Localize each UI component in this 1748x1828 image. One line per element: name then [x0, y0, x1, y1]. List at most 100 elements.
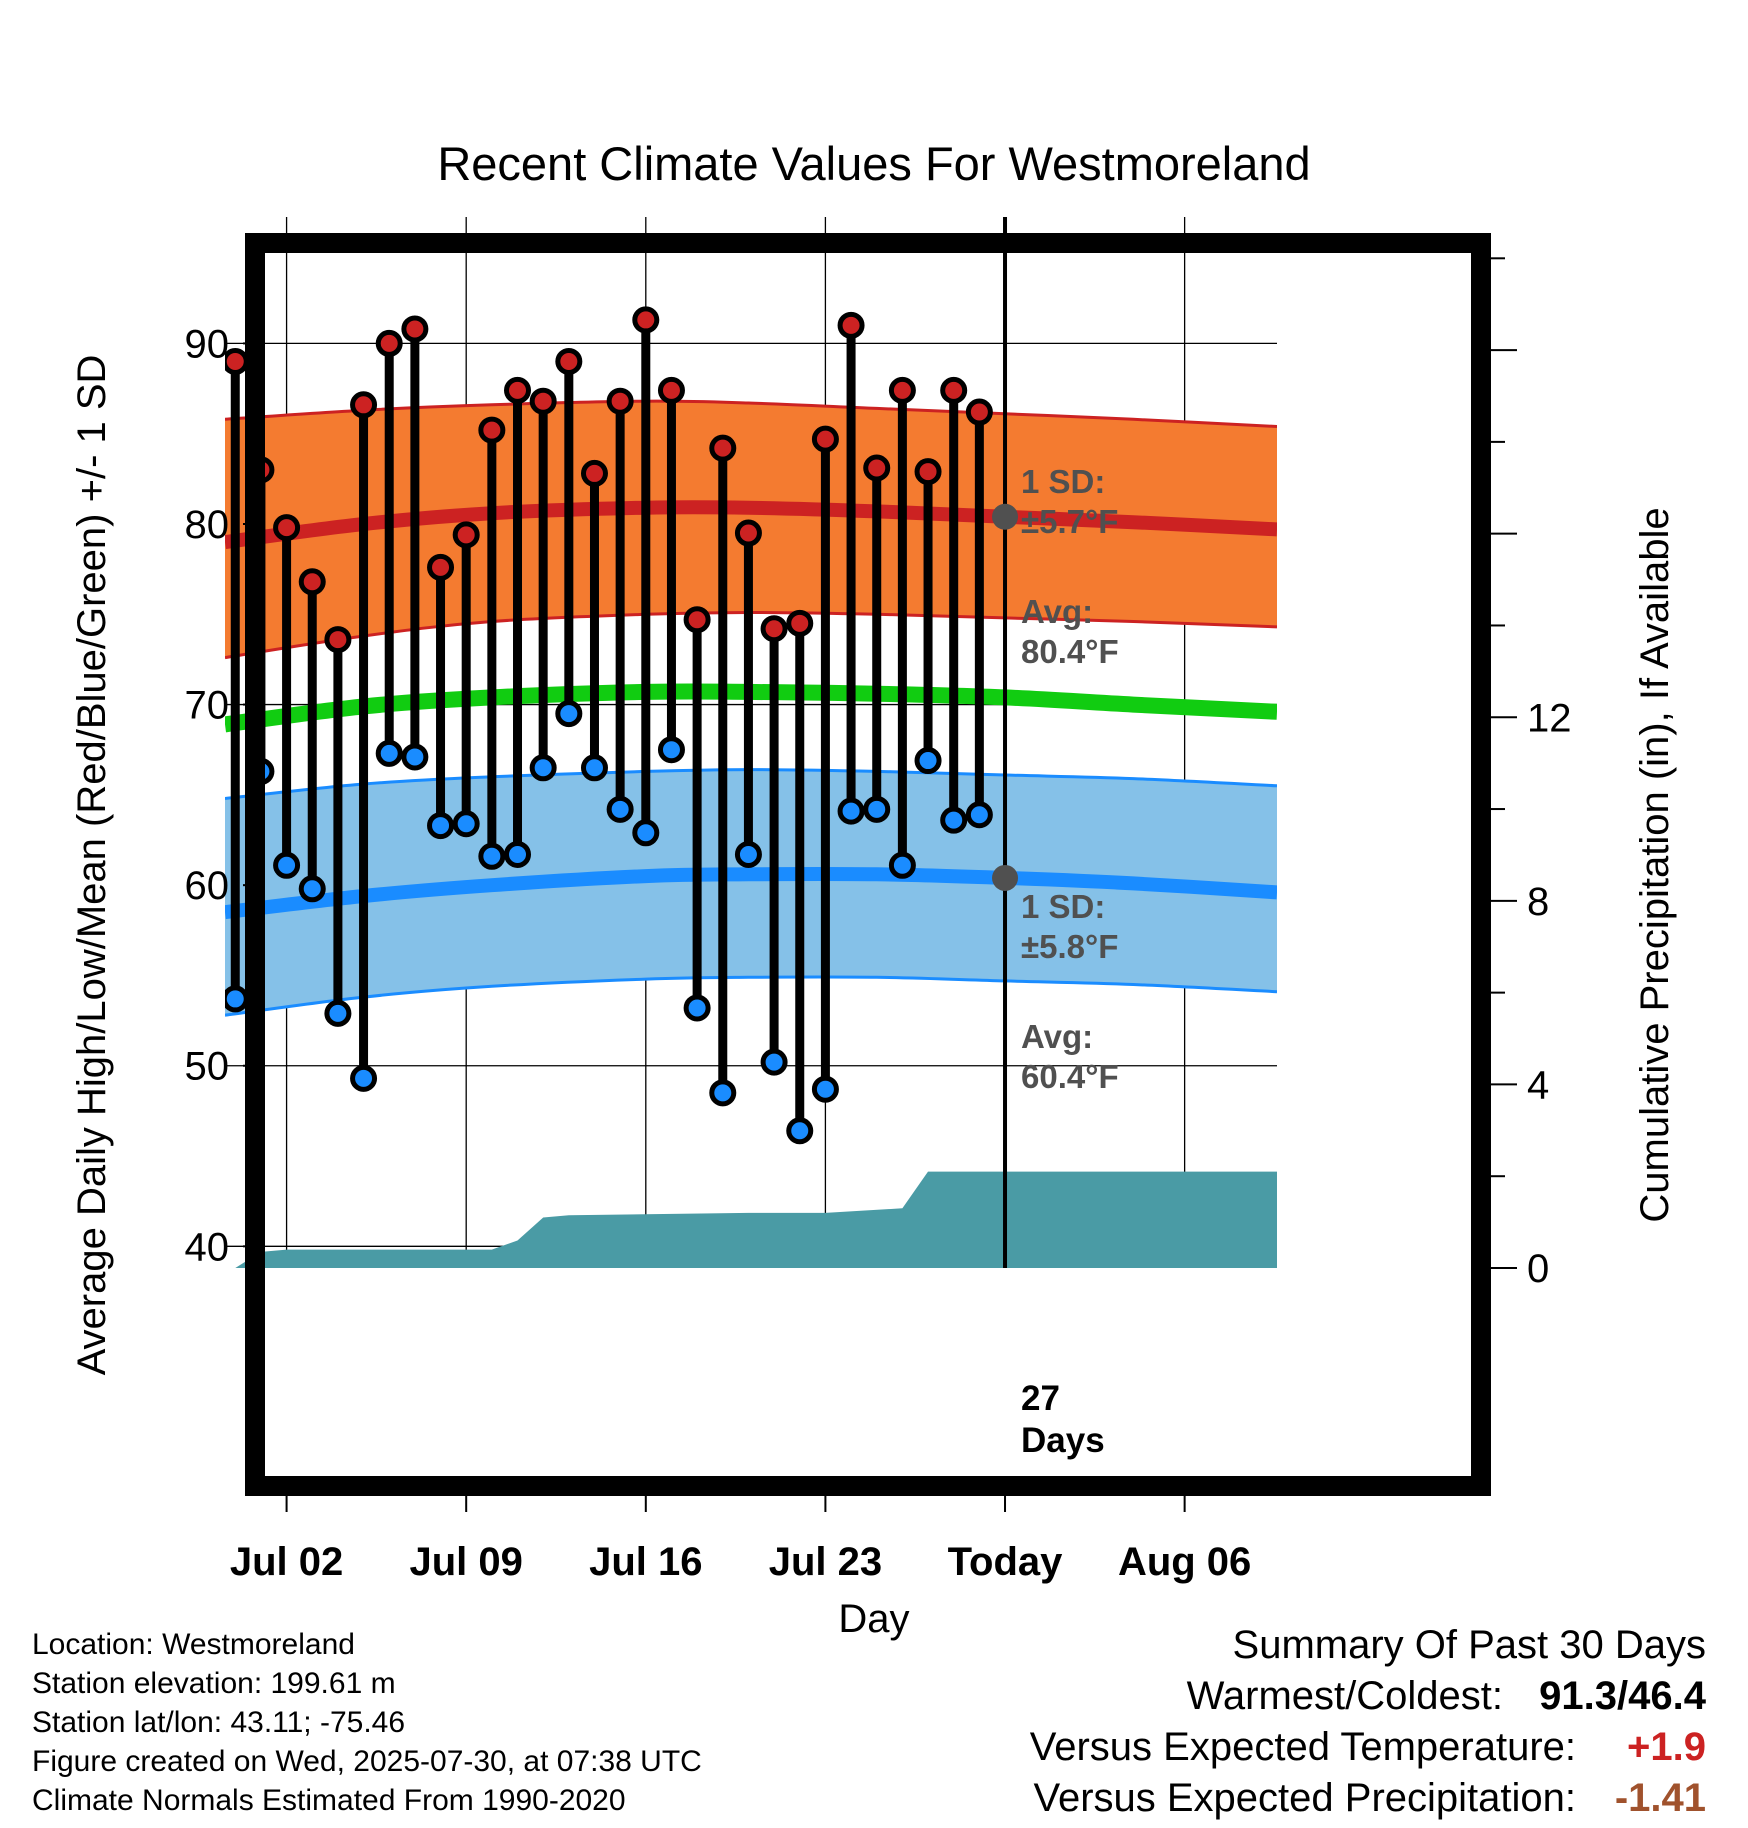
latlon-text: Station lat/lon: 43.11; -75.46	[32, 1706, 406, 1739]
daily-low-point	[504, 840, 532, 868]
daily-low-point	[632, 819, 660, 847]
y-tick-label: 50	[185, 1045, 230, 1089]
daily-low-point	[837, 797, 865, 825]
daily-high-point	[375, 329, 403, 357]
daily-high-point	[298, 568, 326, 596]
y2-tick-label: 12	[1527, 696, 1572, 740]
high-sd-value: ±5.7°F	[1021, 503, 1118, 540]
daily-high-point	[786, 609, 814, 637]
x-tick-label: Jul 23	[769, 1540, 882, 1584]
summary-title: Summary Of Past 30 Days	[1232, 1623, 1706, 1667]
y2-axis-label: Cumulative Precipitation (in), If Availa…	[1633, 507, 1677, 1222]
high-avg-value: 80.4°F	[1021, 633, 1119, 670]
location-text: Location: Westmoreland	[32, 1628, 355, 1661]
x-axis-label: Day	[838, 1597, 909, 1641]
daily-high-point	[965, 398, 993, 426]
y2-tick-label: 0	[1527, 1247, 1549, 1291]
daily-high-point	[273, 514, 301, 542]
x-tick-label: Jul 09	[409, 1540, 522, 1584]
y2-tick-label: 8	[1527, 880, 1549, 924]
daily-low-point	[657, 736, 685, 764]
daily-low-point	[606, 795, 634, 823]
created-text: Figure created on Wed, 2025-07-30, at 07…	[32, 1745, 702, 1778]
daily-high-point	[760, 615, 788, 643]
daily-high-point	[580, 459, 608, 487]
daily-high-point	[452, 521, 480, 549]
daily-high-point	[734, 519, 762, 547]
days-count-label: 27	[1021, 1379, 1060, 1418]
temp-row: Versus Expected Temperature: +1.9	[1030, 1722, 1706, 1773]
daily-low-point	[683, 994, 711, 1022]
elevation-text: Station elevation: 199.61 m	[32, 1667, 396, 1700]
normals-text: Climate Normals Estimated From 1990-2020	[32, 1784, 626, 1817]
daily-low-point	[888, 851, 916, 879]
daily-high-point	[837, 311, 865, 339]
daily-low-point	[427, 812, 455, 840]
daily-high-point	[863, 454, 891, 482]
daily-low-point	[734, 840, 762, 868]
daily-high-point	[401, 315, 429, 343]
daily-low-point	[760, 1048, 788, 1076]
x-tick-label: Jul 16	[589, 1540, 702, 1584]
y-tick-label: 70	[185, 684, 230, 728]
station-info: Location: Westmoreland Station elevation…	[32, 1625, 702, 1820]
daily-low-point	[940, 806, 968, 834]
daily-low-point	[375, 739, 403, 767]
daily-high-point	[940, 376, 968, 404]
warm-cold-label: Warmest/Coldest:	[1186, 1674, 1503, 1718]
chart-title: Recent Climate Values For Westmoreland	[437, 137, 1310, 190]
daily-low-point	[786, 1117, 814, 1145]
high-sd-upper-line	[225, 399, 1277, 428]
days-text-label: Days	[1021, 1421, 1105, 1460]
daily-high-point	[478, 416, 506, 444]
warm-cold-row: Warmest/Coldest: 91.3/46.4	[1030, 1671, 1706, 1722]
daily-high-point	[324, 626, 352, 654]
y-tick-label: 90	[185, 322, 230, 366]
daily-low-point	[350, 1064, 378, 1092]
temp-label: Versus Expected Temperature:	[1029, 1725, 1576, 1769]
low-avg-value: 60.4°F	[1021, 1058, 1119, 1095]
daily-high-point	[914, 458, 942, 486]
daily-high-point	[811, 425, 839, 453]
daily-low-point	[709, 1079, 737, 1107]
daily-high-point	[657, 376, 685, 404]
daily-low-point	[555, 700, 583, 728]
daily-high-point	[350, 391, 378, 419]
y-tick-label: 80	[185, 503, 230, 547]
daily-high-point	[504, 376, 532, 404]
temp-value: +1.9	[1627, 1725, 1706, 1769]
daily-high-point	[529, 387, 557, 415]
daily-low-point	[580, 754, 608, 782]
daily-low-point	[298, 875, 326, 903]
daily-low-point	[529, 754, 557, 782]
y-axis-label: Average Daily High/Low/Mean (Red/Blue/Gr…	[70, 355, 114, 1376]
daily-high-point	[709, 434, 737, 462]
precip-label: Versus Expected Precipitation:	[1033, 1776, 1576, 1820]
daily-low-point	[914, 747, 942, 775]
high-sd-label: 1 SD:	[1021, 463, 1105, 500]
precip-area	[235, 1171, 1277, 1268]
warm-cold-value: 91.3/46.4	[1539, 1674, 1706, 1718]
daily-low-point	[452, 810, 480, 838]
daily-low-point	[811, 1075, 839, 1103]
daily-high-point	[606, 387, 634, 415]
daily-low-point	[273, 851, 301, 879]
low-sd-label: 1 SD:	[1021, 888, 1105, 925]
daily-low-point	[225, 985, 249, 1013]
x-tick-label: Today	[948, 1540, 1064, 1584]
plot-content	[225, 217, 1277, 1268]
high-normal-line	[225, 500, 1277, 550]
low-avg-label: Avg:	[1021, 1018, 1093, 1055]
y2-tick-label: 4	[1527, 1063, 1549, 1107]
y-tick-label: 40	[185, 1225, 230, 1269]
daily-low-point	[401, 743, 429, 771]
high-avg-label: Avg:	[1021, 593, 1093, 630]
low-sd-lower-line	[225, 975, 1277, 1017]
x-tick-label: Jul 02	[230, 1540, 343, 1584]
today-high-normal-marker	[992, 503, 1019, 530]
precip-row: Versus Expected Precipitation: -1.41	[1030, 1773, 1706, 1824]
daily-high-point	[888, 376, 916, 404]
daily-low-point	[478, 842, 506, 870]
precip-value: -1.41	[1614, 1776, 1706, 1820]
